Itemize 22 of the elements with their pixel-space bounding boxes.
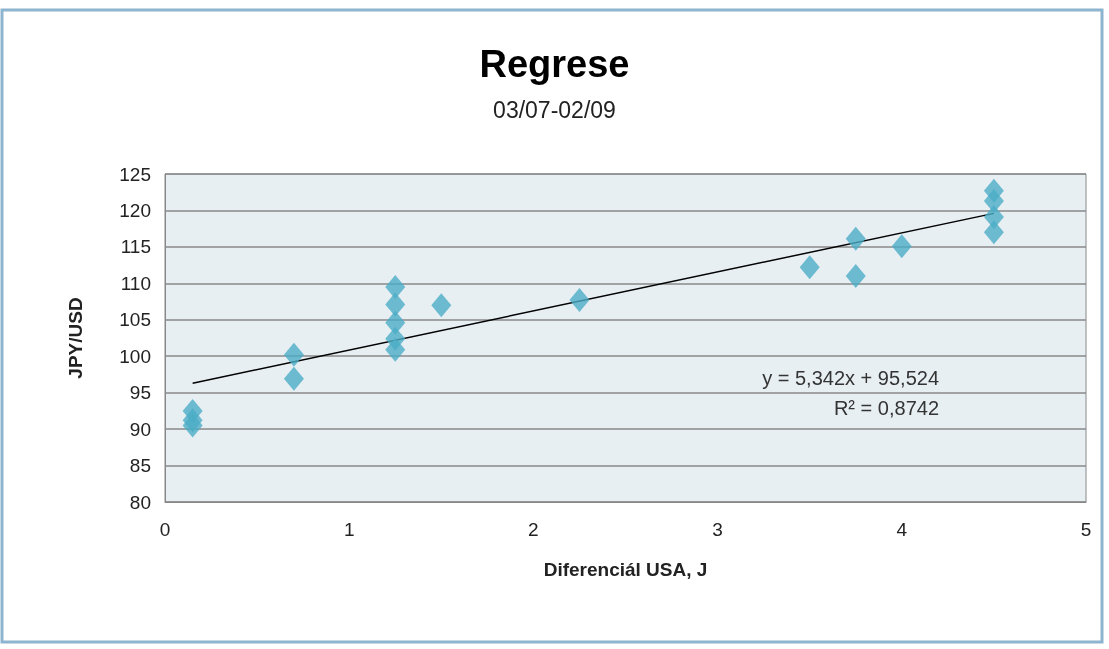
- chart-subtitle: 03/07-02/09: [493, 96, 616, 123]
- y-tick-label: 115: [120, 236, 151, 258]
- x-axis-title: Diferenciál USA, J: [543, 559, 708, 580]
- y-tick-label: 110: [120, 272, 151, 294]
- y-tick-label: 95: [129, 382, 151, 404]
- x-tick-label: 5: [1080, 519, 1092, 540]
- y-tick-label: 120: [119, 199, 151, 221]
- x-tick-label: 4: [896, 519, 908, 540]
- x-tick-label: 1: [343, 519, 355, 540]
- annotation: y = 5,342x + 95,524: [762, 367, 940, 389]
- y-tick-label: 80: [129, 491, 151, 513]
- y-tick-label: 100: [119, 345, 151, 367]
- x-tick-label: 0: [159, 519, 171, 540]
- chart-title: Regrese: [479, 43, 630, 85]
- y-axis-title: JPY/USD: [65, 297, 86, 379]
- x-tick-label: 3: [712, 519, 723, 540]
- y-tick-label: 85: [129, 455, 151, 477]
- annotation: R² = 0,8742: [833, 397, 940, 419]
- y-tick-label: 105: [119, 309, 151, 331]
- y-tick-label: 125: [119, 163, 151, 185]
- y-tick-label: 90: [129, 418, 151, 440]
- x-tick-label: 2: [528, 519, 539, 540]
